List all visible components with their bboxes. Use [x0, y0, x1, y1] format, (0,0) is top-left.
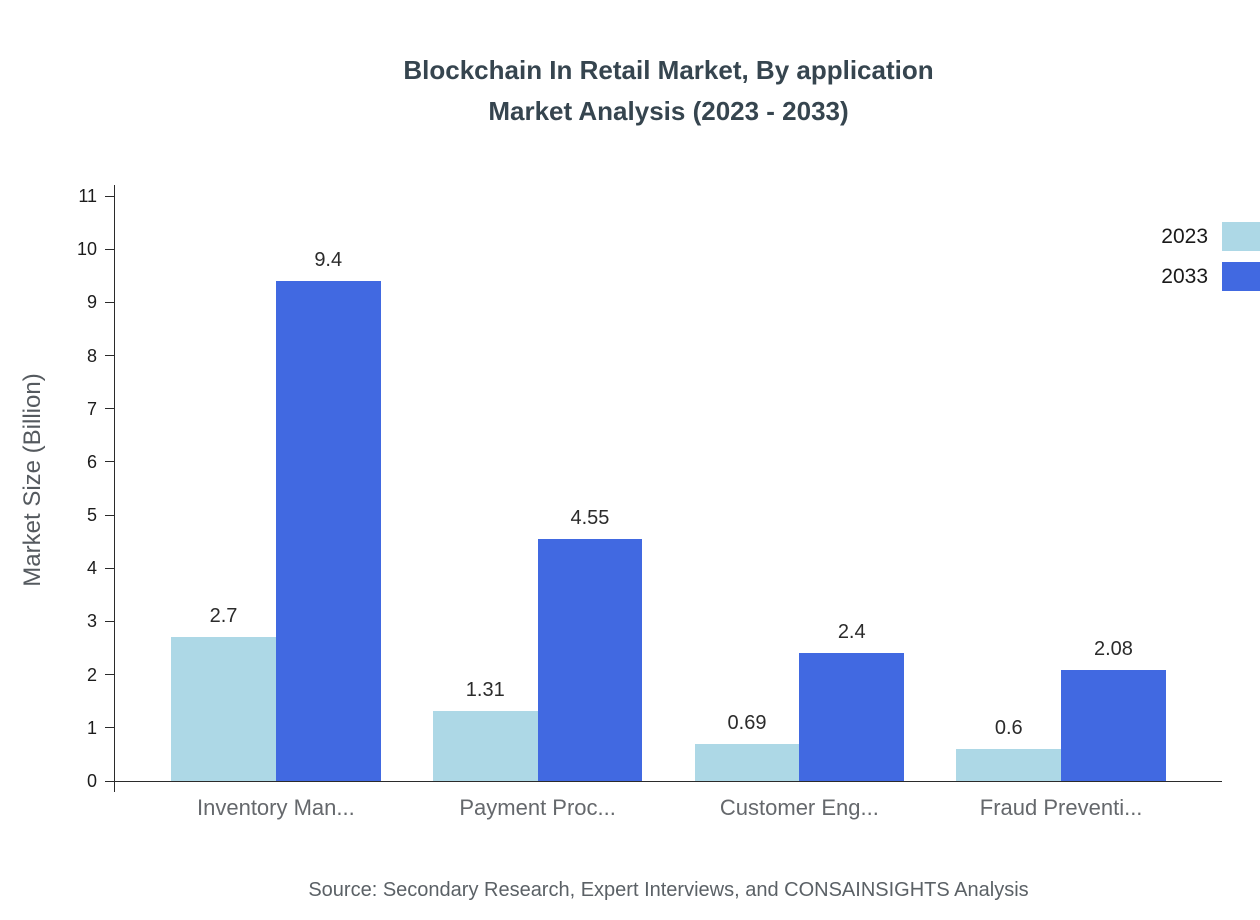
chart-title-line1: Blockchain In Retail Market, By applicat…: [403, 55, 934, 85]
value-label-2033-3: 2.4: [837, 621, 866, 644]
bar-2023-4: [956, 749, 1062, 781]
chart-title: Blockchain In Retail Market, By applicat…: [115, 50, 1222, 132]
y-tick-label: 2: [86, 664, 97, 685]
y-tick-mark: [105, 567, 114, 569]
value-label-2033-4: 2.08: [1094, 638, 1133, 661]
y-tick-label: 7: [86, 398, 97, 419]
y-tick-mark: [105, 514, 114, 516]
y-tick-mark: [105, 408, 114, 410]
y-tick-mark: [105, 248, 114, 250]
category-label: Customer Eng...: [719, 795, 879, 820]
x-axis-origin-tick: [114, 781, 115, 792]
legend-swatch-2023: [1222, 222, 1260, 251]
y-tick-label: 5: [86, 505, 97, 526]
legend-item-2033: 2033: [1161, 262, 1260, 291]
value-label-2023-3: 0.69: [727, 712, 767, 735]
value-label-2023-4: 0.6: [994, 717, 1023, 740]
y-tick-mark: [105, 727, 114, 729]
plot-area: 0 1 2 3 4 5 6 7 8 9 10 11 Inventory Man... 2.7 9.4 Paym…: [77, 185, 1222, 820]
y-tick-label: 3: [86, 611, 97, 632]
y-tick-label: 4: [86, 558, 97, 579]
y-tick-label: 6: [86, 451, 97, 472]
category-label: Fraud Preventi...: [979, 795, 1143, 820]
y-axis-title: Market Size (Billion): [19, 373, 46, 587]
chart-title-line2: Market Analysis (2023 - 2033): [488, 96, 849, 126]
value-label-2023-1: 2.7: [209, 605, 238, 628]
y-tick-mark: [105, 461, 114, 463]
legend-label-2023: 2023: [1161, 224, 1208, 248]
y-tick-mark: [105, 674, 114, 676]
bar-2033-4: [1061, 670, 1166, 781]
bar-2023-2: [432, 711, 538, 781]
x-axis-line: [114, 781, 1222, 782]
bar-2033-2: [537, 539, 643, 781]
y-tick-label: 9: [86, 292, 97, 313]
y-tick-mark: [105, 355, 114, 357]
y-tick-mark: [105, 620, 114, 622]
legend-item-2023: 2023: [1161, 222, 1260, 251]
bar-2033-1: [275, 281, 381, 781]
y-tick-label: 8: [86, 345, 97, 366]
category-label: Payment Proc...: [459, 795, 616, 820]
y-tick-mark: [105, 780, 114, 782]
category-label: Inventory Man...: [197, 795, 355, 820]
y-tick-label: 0: [86, 771, 97, 791]
y-axis-line: [114, 185, 115, 781]
legend: 2023 2033: [1161, 222, 1260, 291]
bar-2033-3: [799, 653, 905, 781]
y-tick-mark: [105, 301, 114, 303]
y-tick-label: 1: [86, 717, 97, 738]
value-label-2033-2: 4.55: [570, 507, 610, 530]
bar-2023-1: [171, 637, 276, 781]
value-label-2023-2: 1.31: [465, 679, 505, 702]
value-label-2033-1: 9.4: [314, 249, 343, 272]
source-note: Source: Secondary Research, Expert Inter…: [308, 879, 1029, 901]
legend-label-2033: 2033: [1161, 264, 1208, 288]
y-tick-mark: [105, 195, 114, 197]
legend-swatch-2033: [1222, 262, 1260, 291]
y-tick-label: 10: [76, 239, 97, 260]
y-tick-label: 11: [78, 186, 97, 206]
bar-2023-3: [694, 744, 800, 781]
